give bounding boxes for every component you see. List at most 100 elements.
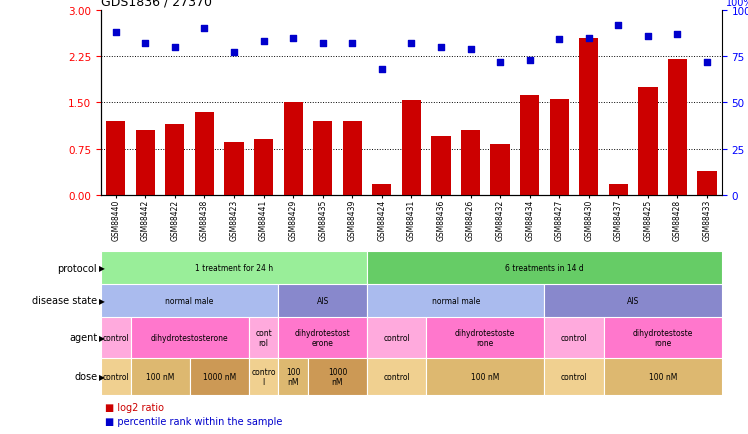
Bar xyxy=(579,39,598,195)
Text: control: control xyxy=(560,333,587,342)
Text: dihydrotestoste
rone: dihydrotestoste rone xyxy=(633,328,693,347)
Point xyxy=(405,40,417,47)
Point xyxy=(110,30,122,36)
Bar xyxy=(278,284,367,317)
Bar xyxy=(313,122,332,195)
Text: control: control xyxy=(102,333,129,342)
Text: AIS: AIS xyxy=(627,296,640,305)
Bar xyxy=(283,103,303,195)
Bar xyxy=(224,143,244,195)
Bar xyxy=(131,358,190,395)
Text: protocol: protocol xyxy=(58,263,97,273)
Bar xyxy=(106,122,126,195)
Bar xyxy=(367,358,426,395)
Bar xyxy=(278,358,308,395)
Bar xyxy=(194,112,214,195)
Bar xyxy=(545,358,604,395)
Bar xyxy=(668,60,687,195)
Text: ■ log2 ratio: ■ log2 ratio xyxy=(105,402,164,412)
Point xyxy=(169,44,181,51)
Bar xyxy=(545,284,722,317)
Bar xyxy=(131,317,249,358)
Bar xyxy=(343,122,362,195)
Bar xyxy=(520,95,539,195)
Text: dihydrotestosterone: dihydrotestosterone xyxy=(151,333,228,342)
Text: control: control xyxy=(383,372,410,381)
Point xyxy=(228,50,240,57)
Text: GDS1836 / 27370: GDS1836 / 27370 xyxy=(101,0,212,9)
Text: dose: dose xyxy=(74,372,97,381)
Bar xyxy=(545,317,604,358)
Text: control: control xyxy=(383,333,410,342)
Text: disease state: disease state xyxy=(32,296,97,306)
Bar xyxy=(697,172,717,195)
Text: 100%: 100% xyxy=(726,0,748,8)
Text: 1 treatment for 24 h: 1 treatment for 24 h xyxy=(195,263,273,273)
Point xyxy=(287,35,299,42)
Point xyxy=(346,40,358,47)
Bar xyxy=(604,317,722,358)
Point xyxy=(139,40,151,47)
Text: ▶: ▶ xyxy=(99,333,105,342)
Bar xyxy=(308,358,367,395)
Text: 6 treatments in 14 d: 6 treatments in 14 d xyxy=(505,263,583,273)
Bar xyxy=(638,88,657,195)
Text: AIS: AIS xyxy=(316,296,329,305)
Bar xyxy=(249,317,278,358)
Text: normal male: normal male xyxy=(432,296,480,305)
Bar xyxy=(461,131,480,195)
Bar xyxy=(190,358,249,395)
Point xyxy=(524,57,536,64)
Bar xyxy=(101,284,278,317)
Text: dihydrotestost
erone: dihydrotestost erone xyxy=(295,328,351,347)
Bar xyxy=(550,100,568,195)
Text: control: control xyxy=(560,372,587,381)
Bar xyxy=(402,101,421,195)
Bar xyxy=(609,184,628,195)
Bar xyxy=(426,317,545,358)
Bar xyxy=(426,358,545,395)
Point xyxy=(435,44,447,51)
Bar xyxy=(101,358,131,395)
Text: 100 nM: 100 nM xyxy=(471,372,500,381)
Bar xyxy=(278,317,367,358)
Point xyxy=(316,40,328,47)
Point xyxy=(198,26,210,33)
Bar xyxy=(254,140,273,195)
Text: contro
l: contro l xyxy=(251,367,276,386)
Bar xyxy=(432,137,450,195)
Point xyxy=(494,59,506,66)
Bar xyxy=(604,358,722,395)
Text: ▶: ▶ xyxy=(99,372,105,381)
Text: cont
rol: cont rol xyxy=(255,328,272,347)
Point xyxy=(583,35,595,42)
Text: ■ percentile rank within the sample: ■ percentile rank within the sample xyxy=(105,417,282,427)
Text: normal male: normal male xyxy=(165,296,214,305)
Bar xyxy=(367,284,545,317)
Text: ▶: ▶ xyxy=(99,263,105,273)
Text: control: control xyxy=(102,372,129,381)
Text: ▶: ▶ xyxy=(99,296,105,305)
Point xyxy=(701,59,713,66)
Point xyxy=(554,37,565,44)
Bar xyxy=(101,317,131,358)
Bar xyxy=(249,358,278,395)
Bar xyxy=(135,131,155,195)
Text: dihydrotestoste
rone: dihydrotestoste rone xyxy=(455,328,515,347)
Bar xyxy=(491,145,509,195)
Bar xyxy=(165,125,185,195)
Text: 1000
nM: 1000 nM xyxy=(328,367,347,386)
Text: 100 nM: 100 nM xyxy=(146,372,174,381)
Bar xyxy=(101,252,367,284)
Point xyxy=(613,22,625,29)
Point xyxy=(375,66,387,73)
Point xyxy=(672,31,684,38)
Bar xyxy=(373,184,391,195)
Text: agent: agent xyxy=(69,332,97,342)
Point xyxy=(465,46,476,53)
Text: 100
nM: 100 nM xyxy=(286,367,301,386)
Point xyxy=(257,39,269,46)
Point xyxy=(642,33,654,40)
Bar xyxy=(367,252,722,284)
Bar xyxy=(367,317,426,358)
